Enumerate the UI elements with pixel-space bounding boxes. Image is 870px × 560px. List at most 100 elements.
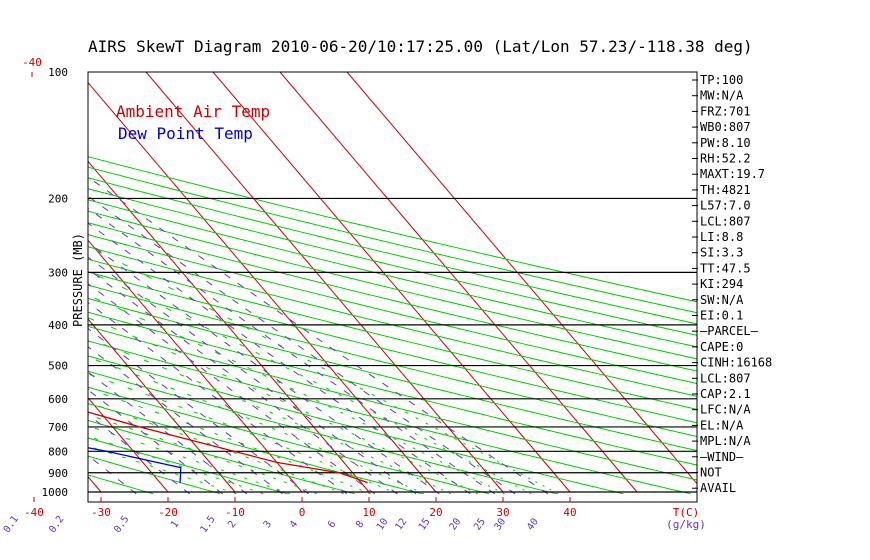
moist-adiabat [103, 343, 452, 495]
dry-adiabat [88, 188, 697, 336]
dry-adiabat [88, 325, 697, 481]
mixing-ratio-label: 8 [354, 519, 366, 530]
pressure-tick-label: 800 [48, 445, 68, 458]
mixing-ratio-label: 6 [326, 519, 338, 530]
mixing-ratio-line [88, 222, 471, 495]
temp-tick-label: 30 [496, 506, 509, 519]
isotherm-line [88, 318, 236, 493]
mixing-ratio-line [88, 283, 376, 495]
dry-adiabat [88, 210, 697, 360]
pressure-tick-label: 500 [48, 360, 68, 373]
chart-title: AIRS SkewT Diagram 2010-06-20/10:17:25.0… [88, 37, 753, 56]
stat-item: TT:47.5 [700, 261, 751, 275]
stat-item: LCL:807 [700, 371, 751, 385]
legend-ambient-air-temp: Ambient Air Temp [116, 102, 270, 121]
temp-tick-label: -20 [158, 506, 178, 519]
temp-axis-label: T(C) [673, 506, 700, 519]
mixing-ratio-line [88, 207, 496, 495]
dry-adiabat [88, 311, 697, 466]
y-axis-label: PRESSURE (MB) [71, 233, 85, 327]
pressure-tick-label: 100 [48, 66, 68, 79]
mixing-ratio-line [88, 327, 309, 495]
stat-item: PW:8.10 [700, 136, 751, 150]
stat-item: TP:100 [700, 73, 743, 87]
isotherm-line [212, 72, 571, 493]
moist-adiabat [94, 427, 291, 495]
mixing-ratio-line [88, 256, 417, 495]
dry-adiabat [88, 246, 697, 397]
pressure-tick-label: 300 [48, 266, 68, 279]
mixing-ratio-axis-label: (g/kg) [666, 518, 706, 531]
temp-tick-label: -10 [225, 506, 245, 519]
mixing-ratio-line [88, 241, 440, 495]
dry-adiabat [88, 437, 288, 495]
dry-adiabat [88, 258, 697, 410]
pressure-tick-label: 700 [48, 421, 68, 434]
mixing-ratio-line [88, 301, 348, 495]
stat-item: LI:8.8 [700, 230, 743, 244]
mixing-ratio-line [88, 176, 549, 495]
dry-adiabat [88, 355, 624, 495]
dry-adiabat [88, 370, 557, 495]
dry-adiabat [88, 166, 697, 314]
temp-tick-label: -30 [91, 506, 111, 519]
stat-item: LCL:807 [700, 214, 751, 228]
stat-item: KI:294 [700, 277, 743, 291]
legend-dew-point-temp: Dew Point Temp [118, 124, 253, 143]
stat-item: MAXT:19.7 [700, 167, 765, 181]
stat-item: RH:52.2 [700, 152, 751, 166]
stat-item: CAP:2.1 [700, 387, 751, 401]
pressure-tick-label: 1000 [42, 486, 69, 499]
mixing-ratio-line [88, 268, 398, 495]
moist-adiabat [96, 417, 318, 495]
stat-item: SI:3.3 [700, 246, 743, 260]
moist-adiabat [95, 359, 425, 495]
top-temp-tick-label: -40 [22, 56, 42, 69]
moist-adiabat [93, 447, 237, 495]
dry-adiabat [88, 386, 490, 495]
temp-tick-label: -40 [24, 506, 44, 519]
stat-item: LFC:N/A [700, 403, 751, 417]
stat-item: MPL:N/A [700, 434, 751, 448]
dry-adiabat [88, 284, 697, 437]
temp-tick-label: 20 [429, 506, 442, 519]
isotherm-line [88, 397, 169, 493]
stat-item: EI:0.1 [700, 309, 743, 323]
stat-item: FRZ:701 [700, 104, 751, 118]
stat-item: CAPE:0 [700, 340, 743, 354]
moist-adiabat [93, 297, 505, 495]
dry-adiabat [88, 340, 691, 495]
pressure-tick-label: 900 [48, 467, 68, 480]
mixing-ratio-label: 3 [262, 519, 274, 530]
plot-area [88, 72, 697, 495]
stat-item: NOT [700, 466, 722, 480]
stat-item: WB0:807 [700, 120, 751, 134]
stat-item: SW:N/A [700, 293, 744, 307]
stat-item: CINH:16168 [700, 356, 772, 370]
mixing-ratio-line [88, 195, 516, 495]
stat-item: MW:N/A [700, 89, 744, 103]
dry-adiabat [88, 234, 697, 385]
mixing-ratio-line [88, 346, 283, 495]
mixing-ratio-label: 1 [169, 519, 181, 530]
dry-adiabat [88, 419, 355, 495]
mixing-ratio-line [88, 371, 248, 495]
temp-tick-label: 40 [563, 506, 576, 519]
moist-adiabat [93, 437, 264, 495]
dry-adiabat [88, 271, 697, 424]
plot-frame [87, 71, 698, 503]
legend: Ambient Air Temp Dew Point Temp [116, 102, 270, 143]
moist-adiabat [88, 388, 371, 495]
stat-item: —PARCEL— [700, 324, 759, 338]
isotherm-line [279, 72, 638, 493]
pressure-tick-label: 600 [48, 393, 68, 406]
stat-item: EL:N/A [700, 418, 744, 432]
isotherm-line [88, 81, 437, 493]
pressure-tick-label: 400 [48, 319, 68, 332]
temp-tick-label: 0 [299, 506, 306, 519]
dry-adiabat [88, 156, 697, 303]
moist-adiabat [99, 405, 344, 495]
isotherm-line [346, 72, 697, 485]
